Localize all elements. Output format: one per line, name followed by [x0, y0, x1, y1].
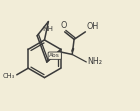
- Text: OH: OH: [86, 22, 99, 31]
- Text: NH: NH: [42, 26, 53, 32]
- Text: CH₃: CH₃: [3, 73, 15, 79]
- Text: O: O: [60, 21, 67, 30]
- Text: NH₂: NH₂: [87, 57, 102, 66]
- Text: Abs: Abs: [49, 53, 60, 58]
